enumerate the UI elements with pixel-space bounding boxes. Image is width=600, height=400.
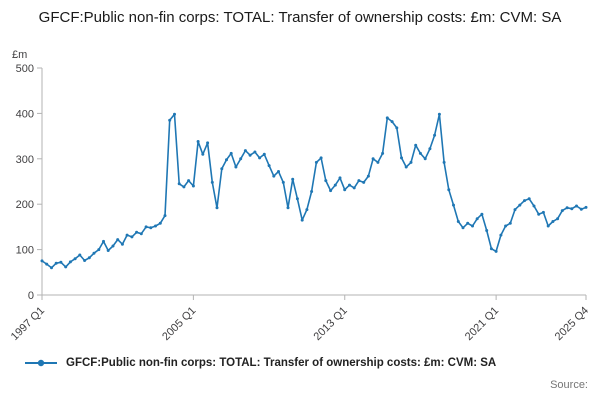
x-tick-label: 2025 Q4 [553,305,591,343]
x-tick-label: 2021 Q1 [463,305,501,343]
y-tick-label: 100 [16,245,34,257]
axes [37,67,587,300]
legend-marker-icon [25,359,57,367]
x-tick-label: 2013 Q1 [312,305,350,343]
y-tick-label: 0 [28,290,34,302]
y-tick-label: 300 [16,154,34,166]
y-tick-label: 200 [16,199,34,211]
chart-title: GFCF:Public non-fin corps: TOTAL: Transf… [38,9,562,26]
y-axis-unit-label: £m [12,49,27,61]
x-tick-label: 1997 Q1 [9,305,47,343]
y-tick-label: 500 [16,63,34,75]
y-tick-label: 400 [16,108,34,120]
source-label: Source: [550,379,588,391]
data-points [40,112,588,270]
plot-svg: 0 100 200 300 400 500 1997 Q1 2005 Q1 2013 Q1 202… [9,49,591,343]
x-tick-label: 2005 Q1 [160,305,198,343]
legend: GFCF:Public non-fin corps: TOTAL: Transf… [24,357,496,369]
legend-label: GFCF:Public non-fin corps: TOTAL: Transf… [66,357,497,369]
